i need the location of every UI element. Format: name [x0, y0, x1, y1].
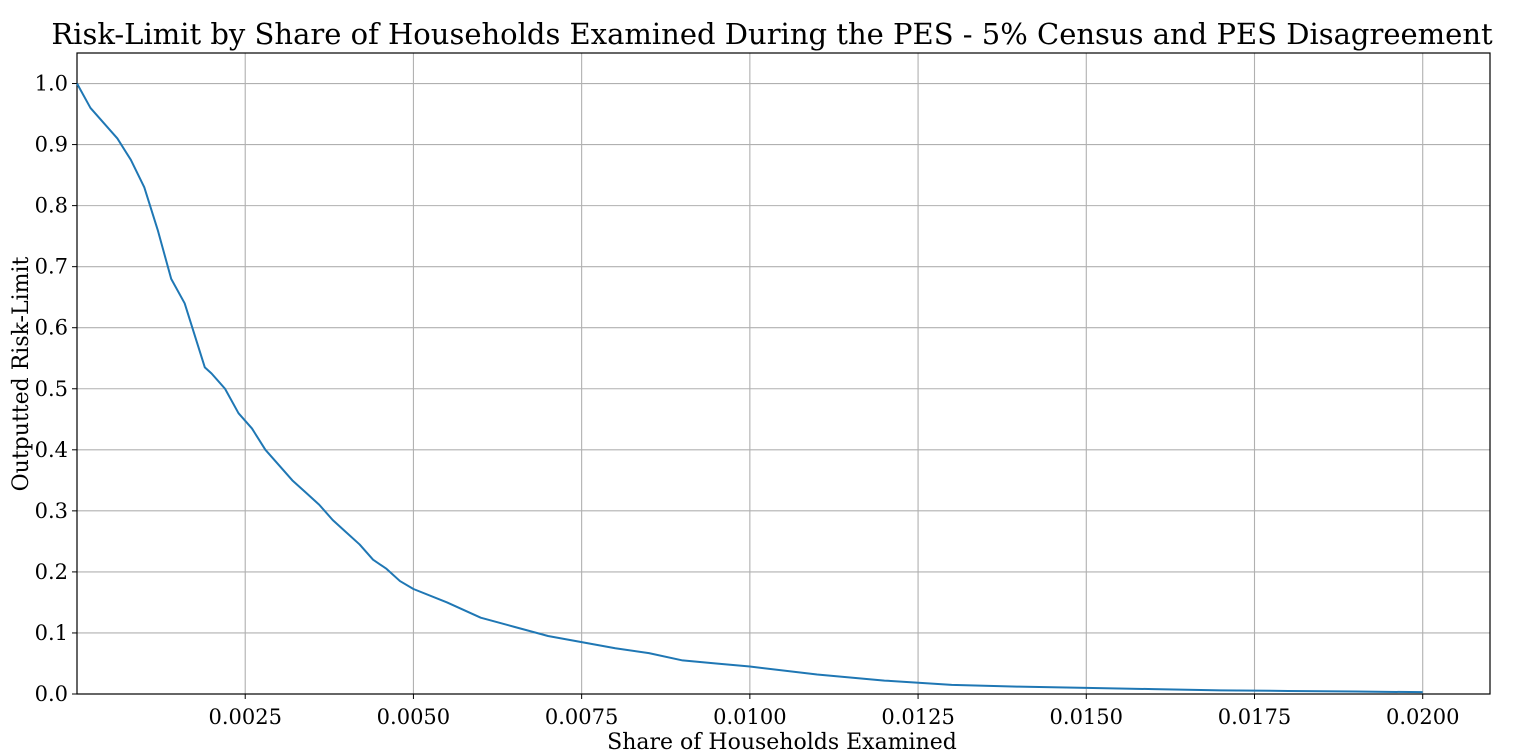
y-tick-label: 0.3 [35, 499, 68, 523]
y-tick-label: 0.5 [35, 377, 68, 401]
grid-lines [77, 53, 1490, 695]
x-tick-label: 0.0125 [881, 705, 954, 729]
plot-frame [76, 52, 1491, 695]
y-tick-label: 0.0 [35, 682, 68, 706]
y-tick-label: 0.7 [35, 255, 68, 279]
x-tick-label: 0.0200 [1386, 705, 1459, 729]
series-line-risk-limit [76, 83, 1423, 694]
y-tick-label: 0.6 [35, 316, 68, 340]
x-tick-label: 0.0100 [713, 705, 786, 729]
chart-title: Risk-Limit by Share of Households Examin… [51, 17, 1493, 51]
y-tick-label: 0.8 [35, 194, 68, 218]
x-tick-label: 0.0050 [377, 705, 450, 729]
y-axis-label: Outputted Risk-Limit [9, 256, 34, 491]
y-tick-label: 1.0 [35, 72, 68, 96]
y-tick-label: 0.2 [35, 560, 68, 584]
x-axis-label: Share of Households Examined [607, 730, 957, 754]
y-tick-label: 0.1 [35, 621, 68, 645]
y-tick-label: 0.4 [35, 438, 68, 462]
x-tick-label: 0.0150 [1050, 705, 1123, 729]
y-axis: 0.0 0.1 0.2 0.3 0.4 0.5 0.6 0.7 0.8 0.9 1.0 [35, 72, 77, 706]
x-axis: 0.0025 0.0050 0.0075 0.0100 0.0125 0.0150 0.01… [208, 694, 1459, 729]
x-tick-label: 0.0175 [1218, 705, 1291, 729]
x-tick-label: 0.0025 [208, 705, 281, 729]
x-tick-label: 0.0075 [545, 705, 618, 729]
y-tick-label: 0.9 [35, 133, 68, 157]
